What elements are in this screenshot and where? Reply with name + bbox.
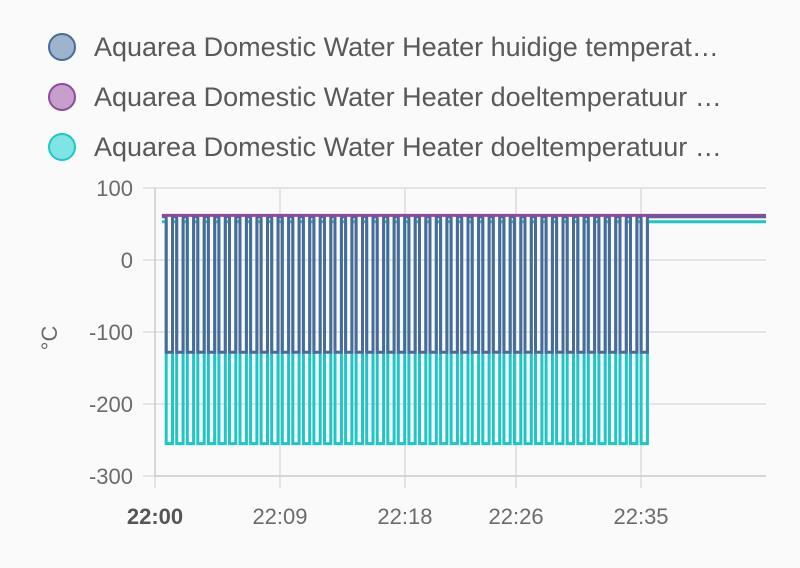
y-tick-label: 0: [121, 248, 133, 273]
legend-label: Aquarea Domestic Water Heater doeltemper…: [94, 81, 722, 112]
y-tick-label: 100: [96, 176, 133, 201]
x-tick-label: 22:00: [127, 504, 183, 529]
legend-swatch: [48, 33, 76, 61]
legend-label: Aquarea Domestic Water Heater huidige te…: [94, 31, 719, 62]
legend-swatch: [48, 83, 76, 111]
legend-swatch: [48, 133, 76, 161]
legend-label: Aquarea Domestic Water Heater doeltemper…: [94, 131, 722, 162]
x-tick-label: 22:09: [252, 504, 307, 529]
x-tick-label: 22:35: [613, 504, 668, 529]
y-tick-label: -100: [89, 320, 133, 345]
legend: Aquarea Domestic Water Heater huidige te…: [48, 22, 722, 172]
x-tick-label: 22:18: [377, 504, 432, 529]
y-axis-title: °C: [37, 326, 62, 351]
legend-item-target-temperature-2[interactable]: Aquarea Domestic Water Heater doeltemper…: [48, 122, 722, 172]
legend-item-current-temperature[interactable]: Aquarea Domestic Water Heater huidige te…: [48, 22, 722, 72]
x-tick-label: 22:26: [489, 504, 544, 529]
legend-item-target-temperature-1[interactable]: Aquarea Domestic Water Heater doeltemper…: [48, 72, 722, 122]
y-tick-label: -200: [89, 392, 133, 417]
y-tick-label: -300: [89, 464, 133, 489]
